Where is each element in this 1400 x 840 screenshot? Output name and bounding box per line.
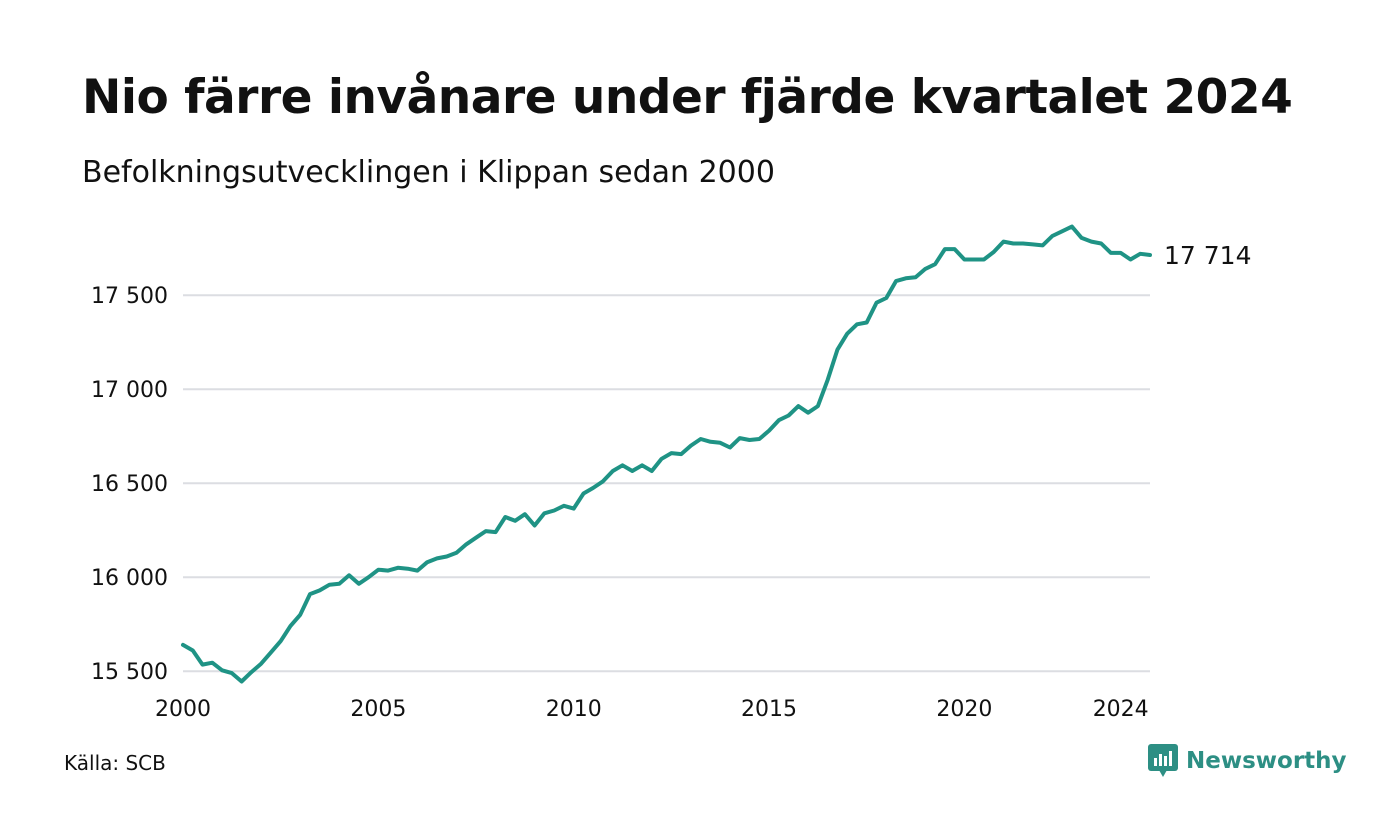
- brand-logo[interactable]: Newsworthy: [1148, 744, 1347, 778]
- source-note: Källa: SCB: [64, 751, 166, 775]
- x-tick-label: 2015: [741, 697, 797, 722]
- end-value-label: 17 714: [1164, 241, 1251, 270]
- x-tick-label: 2000: [155, 697, 211, 722]
- y-tick-label: 16 000: [91, 566, 168, 591]
- x-tick-label: 2010: [546, 697, 602, 722]
- x-tick-label: 2024: [1093, 697, 1149, 722]
- line-chart: 15 50016 00016 50017 00017 500 2000 2005 2…: [0, 0, 1400, 840]
- grid-lines: [183, 295, 1150, 671]
- brand-name: Newsworthy: [1186, 748, 1347, 774]
- newsworthy-logo-icon: [1148, 744, 1178, 778]
- x-tick-label: 2020: [936, 697, 992, 722]
- end-label-layer: 17 714: [1164, 241, 1251, 270]
- x-tick-label: 2005: [350, 697, 406, 722]
- y-tick-label: 17 000: [91, 378, 168, 403]
- y-tick-label: 16 500: [91, 472, 168, 497]
- y-tick-label: 17 500: [91, 284, 168, 309]
- y-axis-ticks: 15 500 16 000 16 500 17 000 17 500: [91, 284, 168, 685]
- y-tick-label: 15 500: [91, 660, 168, 685]
- x-axis-ticks: 2000 2005 2010 2015 2020 2024: [155, 697, 1149, 722]
